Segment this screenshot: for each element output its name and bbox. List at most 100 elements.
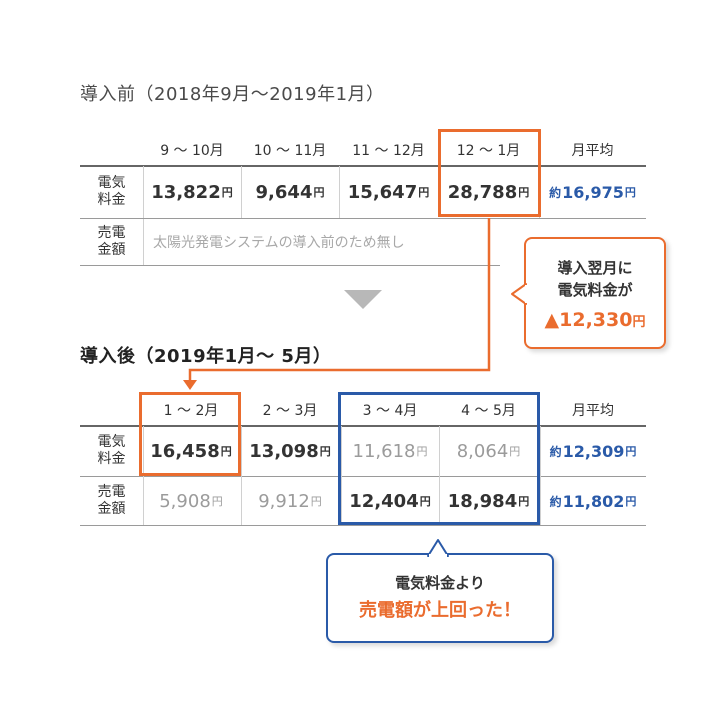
before-header-col-4: 12 〜 1月 <box>456 143 521 159</box>
value: 9,644 <box>255 181 313 203</box>
after-electricity-cell: 13,098 円 <box>241 426 339 476</box>
unit: 円 <box>211 495 223 508</box>
value: 16,458 <box>150 440 220 462</box>
down-arrow-icon <box>344 290 382 309</box>
reduction-value: ▲12,330 <box>544 309 633 331</box>
after-sales-cell: 18,984 円 <box>439 477 538 525</box>
value: 5,908 <box>159 490 211 512</box>
label-line-2: 金額 <box>97 501 126 517</box>
before-header-col-1: 9 〜 10月 <box>160 143 224 159</box>
label-line-2: 料金 <box>97 451 126 467</box>
label-line-2: 金額 <box>97 242 126 258</box>
callout-blue-line-2: 売電額が上回った！ <box>359 600 521 621</box>
arrow-head-icon <box>183 380 197 390</box>
after-sales-highlight-frame <box>338 392 540 525</box>
unit: 円 <box>220 445 232 458</box>
avg-value: 12,309 <box>562 441 625 461</box>
after-header-avg: 月平均 <box>572 403 614 419</box>
unit: 円 <box>518 186 530 199</box>
before-highlight-frame <box>438 129 541 217</box>
label-line-1: 電気 <box>97 175 126 191</box>
before-header-col-3: 11 〜 12月 <box>352 143 425 159</box>
after-sales-cell: 9,912 円 <box>241 477 339 525</box>
after-highlight-frame <box>139 392 241 476</box>
before-electricity-cell: 13,822 円 <box>143 166 241 218</box>
unit: 円 <box>221 186 233 199</box>
after-row-sales-label: 売電 金額 <box>80 477 143 525</box>
value: 9,912 <box>258 490 310 512</box>
after-row-electricity-label: 電気 料金 <box>80 426 143 476</box>
after-section-title: 導入後（2019年1月〜 5月） <box>80 346 332 367</box>
avg-prefix: 約 <box>549 444 562 459</box>
before-electricity-avg: 約 16,975 円 <box>539 166 646 218</box>
col-divider <box>341 426 342 525</box>
col-divider <box>241 426 242 525</box>
before-electricity-cell: 9,644 円 <box>241 166 339 218</box>
avg-value: 11,802 <box>562 491 625 511</box>
col-divider <box>439 426 440 525</box>
col-divider <box>540 426 541 525</box>
col-divider <box>241 166 242 218</box>
label-line-1: 売電 <box>97 225 126 241</box>
before-row-electricity-label: 電気 料金 <box>80 166 143 218</box>
value: 15,647 <box>347 181 418 203</box>
unit: 円 <box>310 495 322 508</box>
avg-prefix: 約 <box>549 494 562 509</box>
unit: 円 <box>509 445 521 458</box>
avg-value: 16,975 <box>562 182 624 202</box>
unit: 円 <box>419 495 431 508</box>
value: 13,098 <box>249 440 319 462</box>
after-electricity-cell: 8,064 円 <box>439 426 538 476</box>
unit: 円 <box>518 495 530 508</box>
before-electricity-cell-highlight: 28,788 円 <box>438 166 539 218</box>
after-header-col-3: 3 〜 4月 <box>362 403 418 419</box>
before-header-col-2: 10 〜 11月 <box>253 143 327 159</box>
unit: 円 <box>624 186 636 199</box>
callout-blue-line-1: 電気料金より <box>395 574 485 592</box>
value: 18,984 <box>447 490 518 512</box>
after-sales-cell: 5,908 円 <box>143 477 239 525</box>
after-header-col-1: 1 〜 2月 <box>163 403 219 419</box>
value: 28,788 <box>447 181 518 203</box>
value: 12,404 <box>349 490 419 512</box>
unit: 円 <box>632 315 646 330</box>
value: 8,064 <box>456 440 509 462</box>
unit: 円 <box>418 186 430 199</box>
before-header-divider <box>80 165 646 167</box>
unit: 円 <box>319 445 331 458</box>
callout-orange-line-1: 導入翌月に <box>557 259 633 277</box>
label-line-1: 売電 <box>97 484 126 500</box>
after-electricity-avg: 約 12,309 円 <box>540 426 646 476</box>
callout-orange-line-3: ▲12,330円 <box>526 305 664 338</box>
callout-orange: 導入翌月に 電気料金が ▲12,330円 <box>524 237 666 349</box>
unit: 円 <box>625 445 637 458</box>
value: 13,822 <box>151 181 221 203</box>
before-row-sales-label: 売電 金額 <box>80 219 143 265</box>
before-sales-note: 太陽光発電システムの導入前のため無し <box>153 235 405 251</box>
col-divider <box>339 166 340 218</box>
after-header-divider <box>80 425 646 427</box>
value: 11,618 <box>352 440 416 462</box>
before-electricity-cell: 15,647 円 <box>339 166 438 218</box>
unit: 円 <box>416 445 428 458</box>
label-line-1: 電気 <box>97 434 126 450</box>
after-header-col-4: 4 〜 5月 <box>461 403 516 419</box>
after-electricity-cell: 11,618 円 <box>341 426 439 476</box>
avg-prefix: 約 <box>549 185 562 200</box>
after-electricity-cell-highlight: 16,458 円 <box>143 426 239 476</box>
label-line-2: 料金 <box>97 192 126 208</box>
col-divider <box>143 219 144 265</box>
after-row-divider <box>80 476 646 477</box>
unit: 円 <box>313 186 325 199</box>
before-table-bottom <box>80 265 500 266</box>
after-header-col-2: 2 〜 3月 <box>262 403 318 419</box>
col-divider <box>143 166 144 218</box>
before-header-avg: 月平均 <box>571 143 614 159</box>
after-sales-cell: 12,404 円 <box>341 477 439 525</box>
after-table-bottom <box>80 525 646 526</box>
after-sales-avg: 約 11,802 円 <box>540 477 646 525</box>
unit: 円 <box>625 495 637 508</box>
callout-orange-line-2: 電気料金が <box>557 281 633 299</box>
before-section-title: 導入前（2018年9月〜2019年1月） <box>80 84 385 105</box>
callout-blue: 電気料金より 売電額が上回った！ <box>326 553 554 643</box>
